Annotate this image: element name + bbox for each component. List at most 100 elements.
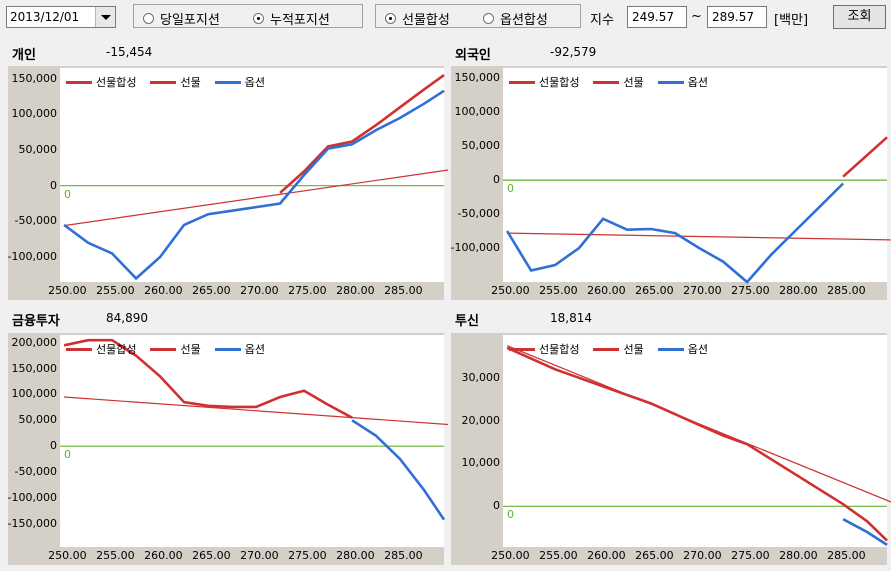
y-tick-label: 0 (493, 173, 500, 187)
chart-legend: 선물합성 선물 옵션 (509, 74, 708, 90)
legend-label: 선물 (180, 343, 201, 356)
x-tick-label: 265.00 (192, 284, 231, 297)
y-tick-label: 50,000 (18, 413, 58, 427)
series-line-opt (505, 182, 845, 284)
y-tick-label: -50,000 (14, 214, 57, 228)
series-line-synth (507, 232, 891, 241)
panel-title-trust: 투신 (455, 314, 479, 329)
legend-label: 옵션 (244, 76, 265, 89)
synthesis-radio-group (375, 4, 581, 28)
y-tick-label: 100,000 (11, 107, 58, 121)
panel-title-individual: 개인 (12, 48, 36, 63)
x-tick-label: 285.00 (827, 284, 866, 297)
chart-plot-area: 0 선물합성 선물 옵션 (503, 335, 891, 547)
y-tick-label: 50,000 (18, 143, 58, 157)
radio-selected-icon (253, 13, 264, 24)
panel-value-financial: 84,890 (106, 311, 148, 325)
legend-item-opt: 옵션 (657, 74, 708, 90)
x-tick-label: 270.00 (240, 549, 279, 562)
legend-label: 선물 (623, 343, 644, 356)
radio-circle-icon (143, 13, 154, 24)
x-tick-label: 250.00 (491, 284, 530, 297)
x-tick-label: 250.00 (491, 549, 530, 562)
x-tick-label: 275.00 (731, 549, 770, 562)
chart-legend: 선물합성 선물 옵션 (509, 341, 708, 357)
radio-futures-synth[interactable]: 선물합성 (385, 9, 450, 28)
chevron-down-icon[interactable] (95, 7, 115, 27)
y-tick-label: 50,000 (461, 139, 501, 153)
series-line-opt (63, 89, 445, 281)
y-tick-label: 30,000 (461, 370, 501, 384)
legend-swatch (214, 347, 241, 351)
index-to-input[interactable]: 289.57 (707, 6, 767, 28)
radio-cumulative-position[interactable]: 누적포지션 (253, 9, 330, 28)
x-tick-label: 285.00 (384, 284, 423, 297)
legend-label: 선물합성 (96, 343, 137, 356)
radio-fut-label: 선물합성 (402, 13, 450, 28)
radio-options-synth[interactable]: 옵션합성 (483, 9, 548, 28)
x-tick-label: 250.00 (48, 549, 87, 562)
y-tick-label: -50,000 (14, 465, 57, 479)
x-tick-label: 285.00 (384, 549, 423, 562)
zero-label: 0 (64, 187, 71, 201)
y-tick-label: 0 (493, 499, 500, 513)
x-tick-label: 260.00 (144, 549, 183, 562)
legend-label: 옵션 (687, 76, 708, 89)
chart-svg (60, 74, 449, 281)
date-combobox[interactable]: 2013/12/01 (6, 6, 116, 28)
legend-swatch (657, 80, 684, 84)
x-tick-label: 280.00 (336, 284, 375, 297)
legend-item-synth: 선물합성 (509, 341, 579, 357)
x-tick-label: 255.00 (539, 549, 578, 562)
legend-swatch (509, 80, 535, 84)
series-line-synth (64, 396, 449, 426)
y-tick-label: -50,000 (457, 207, 500, 221)
y-tick-label: 100,000 (454, 105, 501, 119)
toolbar: 2013/12/01 당일포지션 누적포지션 선물합성 옵션합성 지수 249.… (0, 0, 891, 36)
chart-svg (60, 338, 449, 521)
legend-item-opt: 옵션 (657, 341, 708, 357)
series-line-fut (279, 74, 445, 194)
radio-selected-icon (385, 13, 396, 24)
series-line-opt (351, 419, 446, 521)
zero-label: 0 (507, 182, 514, 196)
x-tick-label: 275.00 (288, 549, 327, 562)
index-from-input[interactable]: 249.57 (627, 6, 687, 28)
panel-value-foreign: -92,579 (550, 45, 597, 59)
x-tick-label: 255.00 (96, 284, 135, 297)
radio-today-position[interactable]: 당일포지션 (143, 9, 220, 28)
legend-item-fut: 선물 (593, 341, 644, 357)
x-tick-label: 260.00 (587, 549, 626, 562)
panel-value-trust: 18,814 (550, 311, 592, 325)
x-tick-label: 255.00 (96, 549, 135, 562)
series-line-opt (842, 518, 888, 546)
y-tick-label: 0 (50, 439, 57, 453)
legend-swatch (593, 80, 620, 84)
y-tick-label: 150,000 (454, 71, 501, 85)
x-tick-label: 260.00 (587, 284, 626, 297)
query-button[interactable]: 조회 (833, 5, 886, 29)
legend-swatch (509, 347, 535, 351)
y-tick-label: 10,000 (461, 456, 501, 470)
legend-swatch (657, 347, 684, 351)
y-tick-label: 100,000 (11, 387, 58, 401)
legend-swatch (593, 347, 620, 351)
chart-plot-area: 0 선물합성 선물 옵션 (60, 68, 449, 282)
legend-swatch (150, 80, 177, 84)
x-tick-label: 250.00 (48, 284, 87, 297)
legend-item-synth: 선물합성 (509, 74, 579, 90)
x-tick-label: 275.00 (731, 284, 770, 297)
y-tick-label: 200,000 (11, 335, 58, 349)
x-tick-label: 255.00 (539, 284, 578, 297)
legend-swatch (66, 347, 92, 351)
radio-circle-icon (483, 13, 494, 24)
x-tick-label: 260.00 (144, 284, 183, 297)
radio-today-label: 당일포지션 (160, 13, 220, 28)
radio-cum-label: 누적포지션 (270, 13, 330, 28)
y-tick-label: 0 (50, 178, 57, 192)
zero-label: 0 (64, 448, 71, 462)
legend-swatch (150, 347, 177, 351)
series-line-fut (63, 338, 353, 419)
x-tick-label: 270.00 (240, 284, 279, 297)
y-tick-label: -150,000 (7, 516, 57, 530)
